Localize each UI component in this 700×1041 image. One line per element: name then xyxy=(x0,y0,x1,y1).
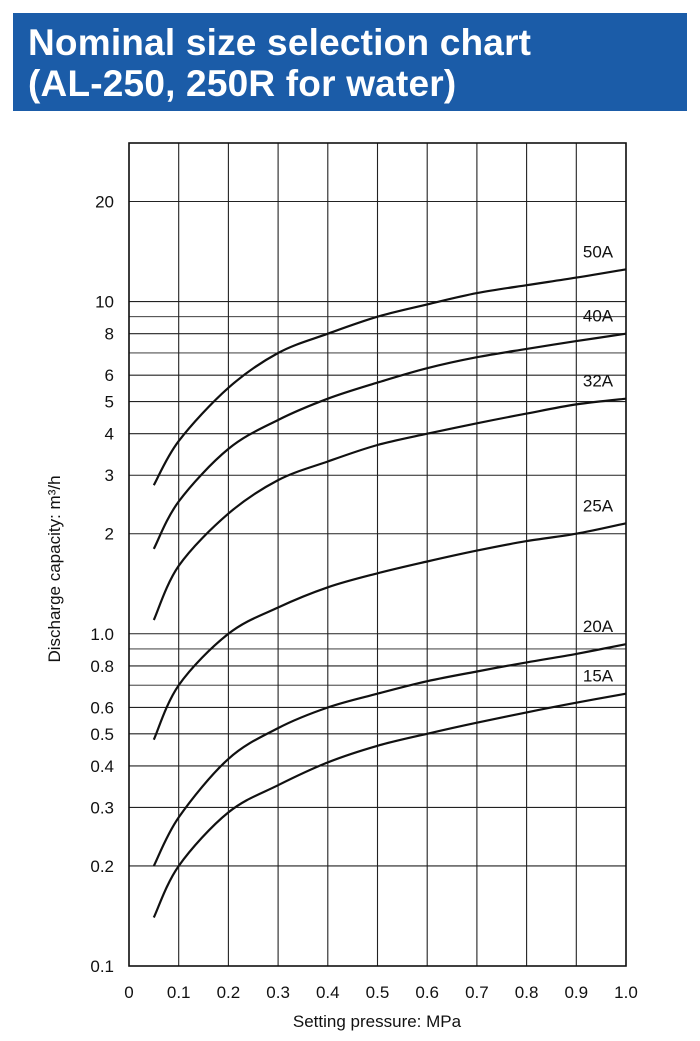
x-tick-label: 0.5 xyxy=(366,983,390,1002)
x-axis-title: Setting pressure: MPa xyxy=(293,1012,462,1031)
x-tick-label: 0.7 xyxy=(465,983,489,1002)
grid xyxy=(128,143,627,967)
labels: 0 0.1 0.2 0.3 0.4 0.5 0.6 0.7 0.8 0.9 1.0 0.1 0.2 0.3… xyxy=(90,193,637,1002)
curves xyxy=(152,268,627,918)
series-line-50A xyxy=(152,268,627,486)
x-tick-label: 0.2 xyxy=(217,983,241,1002)
y-axis-title: Discharge capacity: m³/h xyxy=(45,475,64,662)
y-tick-label: 0.3 xyxy=(90,798,114,817)
series-line-15A xyxy=(152,692,627,918)
y-tick-label: 0.1 xyxy=(90,957,114,976)
series-label-15A: 15A xyxy=(583,667,614,686)
x-tick-label: 1.0 xyxy=(614,983,638,1002)
x-tick-label: 0.1 xyxy=(167,983,191,1002)
y-tick-label: 6 xyxy=(105,366,114,385)
series-line-20A xyxy=(152,643,627,867)
x-tick-label: 0 xyxy=(124,983,133,1002)
series-label-32A: 32A xyxy=(583,372,614,391)
series-label-25A: 25A xyxy=(583,496,614,515)
series-label-20A: 20A xyxy=(583,617,614,636)
y-tick-label: 5 xyxy=(105,393,114,412)
y-tick-label: 0.8 xyxy=(90,657,114,676)
chart-title-line-2: (AL-250, 250R for water) xyxy=(28,63,457,104)
y-tick-label: 0.2 xyxy=(90,857,114,876)
series-line-32A xyxy=(152,397,627,621)
y-tick-label: 3 xyxy=(105,466,114,485)
y-tick-label: 2 xyxy=(105,525,114,544)
series-line-25A xyxy=(152,522,627,741)
y-tick-label: 20 xyxy=(95,193,114,212)
series-line-40A xyxy=(152,332,627,550)
x-tick-label: 0.8 xyxy=(515,983,539,1002)
y-tick-label: 0.4 xyxy=(90,757,114,776)
x-tick-label: 0.4 xyxy=(316,983,340,1002)
chart-header: Nominal size selection chart (AL-250, 25… xyxy=(13,13,687,111)
x-tick-label: 0.6 xyxy=(415,983,439,1002)
y-tick-label: 4 xyxy=(105,425,114,444)
series-label-40A: 40A xyxy=(583,307,614,326)
y-tick-label: 10 xyxy=(95,293,114,312)
plot-frame xyxy=(128,142,627,967)
chart-title-line-1: Nominal size selection chart xyxy=(28,22,532,63)
x-tick-label: 0.3 xyxy=(266,983,290,1002)
y-tick-label: 1.0 xyxy=(90,625,114,644)
y-tick-label: 0.6 xyxy=(90,698,114,717)
series-label-50A: 50A xyxy=(583,242,614,261)
x-tick-label: 0.9 xyxy=(564,983,588,1002)
y-tick-label: 0.5 xyxy=(90,725,114,744)
y-tick-label: 8 xyxy=(105,325,114,344)
